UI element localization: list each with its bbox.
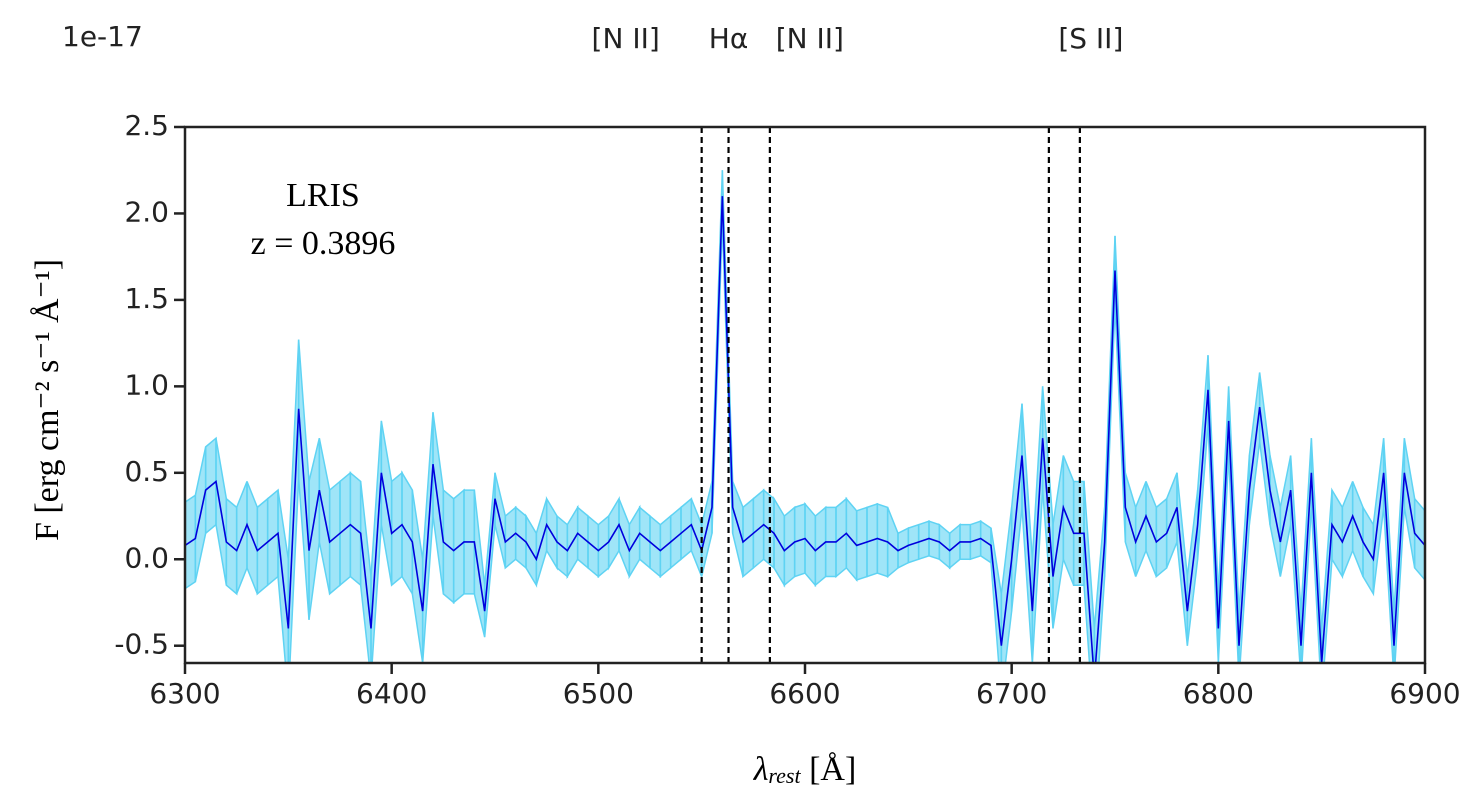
error-band: [473, 490, 486, 638]
error-band: [277, 489, 290, 663]
y-tick-label: 1.0: [124, 368, 169, 401]
x-tick-label: 6300: [149, 677, 220, 710]
annotation: z = 0.3896: [251, 225, 396, 262]
x-tick-label: 6600: [769, 677, 840, 710]
y-tick-label: 0.5: [124, 455, 169, 488]
annotation: LRIS: [286, 177, 360, 214]
x-label-subscript: rest: [768, 763, 801, 788]
x-label-unit: [Å]: [801, 751, 857, 788]
emission-line-label: [N II]: [592, 22, 660, 55]
x-label-symbol: λ: [753, 751, 769, 788]
x-tick-label: 6500: [563, 677, 634, 710]
y-tick-label: 2.5: [124, 109, 169, 142]
x-tick-label: 6800: [1183, 677, 1254, 710]
y-tick-label: 1.5: [124, 282, 169, 315]
x-axis-label: λrest [Å]: [753, 751, 857, 788]
error-band: [886, 507, 899, 579]
y-tick-label: -0.5: [114, 628, 169, 661]
y-tick-label: 0.0: [124, 541, 169, 574]
flux-line: [185, 196, 1425, 663]
error-band: [359, 481, 372, 663]
emission-line-label: Hα: [709, 22, 749, 55]
x-tick-label: 6400: [356, 677, 427, 710]
plot-area: [185, 170, 1425, 663]
x-tick-label: 6700: [976, 677, 1047, 710]
error-band: [731, 481, 744, 577]
emission-line-label: [N II]: [776, 22, 844, 55]
error-band: [308, 438, 321, 620]
error-band: [1083, 481, 1096, 663]
offset-label: 1e-17: [62, 20, 143, 53]
y-tick-label: 2.0: [124, 195, 169, 228]
x-tick-label: 6900: [1389, 677, 1460, 710]
emission-line-label: [S II]: [1058, 22, 1123, 55]
y-axis-label: F [erg cm⁻² s⁻¹ Å⁻¹]: [29, 259, 66, 541]
